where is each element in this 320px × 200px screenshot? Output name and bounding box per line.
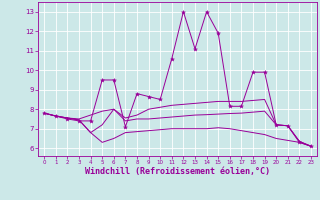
X-axis label: Windchill (Refroidissement éolien,°C): Windchill (Refroidissement éolien,°C) bbox=[85, 167, 270, 176]
